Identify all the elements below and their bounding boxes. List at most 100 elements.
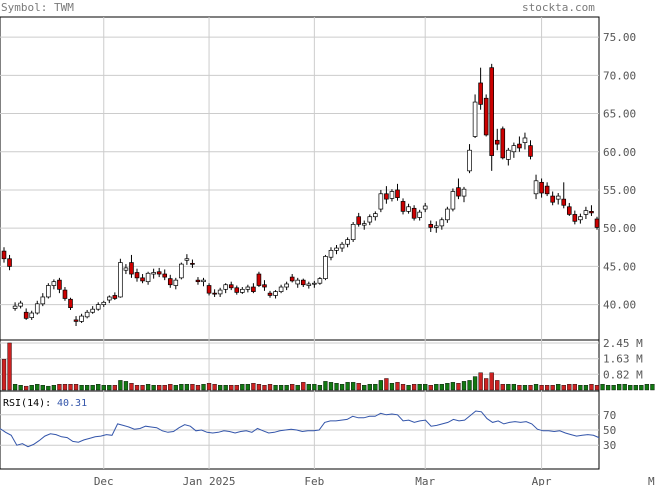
volume-bar — [278, 385, 284, 391]
candle-body — [1, 250, 7, 260]
volume-bar — [295, 385, 300, 391]
volume-bar — [51, 385, 57, 391]
volume-bar — [29, 385, 34, 391]
candle-body — [51, 281, 57, 286]
candle-body — [240, 288, 245, 293]
volume-bar — [417, 384, 422, 391]
rsi-tick-label: 30 — [603, 439, 616, 452]
candle-body — [589, 211, 594, 214]
volume-bar — [517, 385, 522, 391]
candle-body — [101, 301, 107, 305]
volume-bar — [639, 385, 644, 391]
volume-bar — [134, 385, 140, 391]
volume-bar — [345, 382, 350, 391]
price-tick-label: 70.00 — [603, 69, 636, 82]
price-tick-label: 75.00 — [603, 31, 636, 44]
volume-bar — [40, 385, 45, 391]
candle-body — [406, 206, 411, 212]
volume-bar — [500, 384, 505, 391]
volume-bar — [478, 372, 483, 391]
price-tick-label: 55.00 — [603, 184, 636, 197]
volume-bar — [411, 384, 417, 391]
volume-bar — [539, 385, 544, 391]
candle-body — [251, 286, 256, 292]
candle-body — [367, 216, 373, 223]
volume-bar — [112, 385, 117, 391]
volume-bar — [556, 384, 561, 391]
candle-body — [533, 180, 539, 195]
volume-bar — [301, 382, 306, 391]
volume-bar — [567, 384, 572, 391]
price-panel — [0, 16, 600, 341]
volume-bar — [506, 384, 511, 391]
candle-body — [411, 207, 417, 219]
candle-body — [57, 279, 62, 290]
candle-body — [134, 272, 140, 279]
volume-bar — [151, 385, 156, 391]
volume-bar — [339, 384, 345, 391]
candle-body — [156, 271, 162, 275]
volume-bar — [129, 383, 134, 391]
candle-body — [334, 247, 339, 251]
volume-bar — [450, 382, 456, 391]
candle-body — [472, 101, 478, 137]
candle-body — [300, 279, 306, 286]
volume-bar — [240, 384, 245, 391]
price-tick-label: 50.00 — [603, 222, 636, 235]
candle-body — [179, 263, 184, 279]
volume-bar — [544, 385, 550, 391]
volume-bar — [162, 385, 167, 391]
candle-body — [289, 276, 295, 282]
volume-bar — [218, 385, 223, 391]
volume-bar — [206, 383, 212, 391]
candle-body — [267, 292, 273, 296]
month-tick-label: Feb — [304, 475, 324, 486]
candle-body — [167, 278, 173, 286]
volume-bar — [273, 385, 278, 391]
candle-body — [206, 285, 212, 294]
candle-body — [561, 198, 567, 206]
volume-tick-label: 0.82 M — [603, 368, 643, 381]
volume-bar — [234, 385, 239, 391]
volume-bar — [583, 385, 589, 391]
volume-bar — [605, 385, 611, 391]
candle-body — [323, 256, 328, 279]
volume-bar — [179, 384, 184, 391]
volume-bar — [395, 382, 400, 391]
candle-body — [295, 279, 301, 285]
candle-body — [478, 82, 483, 105]
candle-body — [489, 67, 494, 156]
volume-bar — [96, 384, 101, 391]
candle-body — [417, 211, 422, 218]
candle-body — [350, 224, 356, 240]
volume-bar — [445, 383, 450, 391]
candle-body — [262, 284, 267, 288]
volume-bar — [550, 385, 555, 391]
candle-body — [190, 262, 195, 265]
candle-body — [445, 208, 450, 221]
volume-bar — [373, 384, 378, 391]
volume-bar — [18, 385, 23, 391]
volume-bar — [406, 385, 411, 391]
volume-bar — [578, 385, 583, 391]
candle-body — [539, 181, 544, 194]
candle-body — [422, 205, 428, 210]
volume-bar — [533, 384, 539, 391]
candle-body — [522, 137, 528, 143]
candle-body — [278, 286, 284, 292]
volume-bar — [611, 385, 616, 391]
volume-bar — [184, 384, 190, 391]
volume-bar — [173, 385, 178, 391]
candle-body — [79, 315, 84, 322]
candle-body — [184, 258, 190, 261]
volume-bar — [168, 384, 173, 391]
volume-tick-label: 2.45 M — [603, 337, 643, 350]
volume-bar — [378, 380, 383, 391]
candle-body — [123, 267, 129, 271]
volume-bar — [328, 382, 334, 391]
candle-body — [151, 272, 156, 275]
candle-body — [140, 277, 145, 282]
volume-bar — [57, 384, 62, 391]
price-tick-label: 40.00 — [603, 299, 636, 312]
candle-body — [118, 262, 123, 298]
